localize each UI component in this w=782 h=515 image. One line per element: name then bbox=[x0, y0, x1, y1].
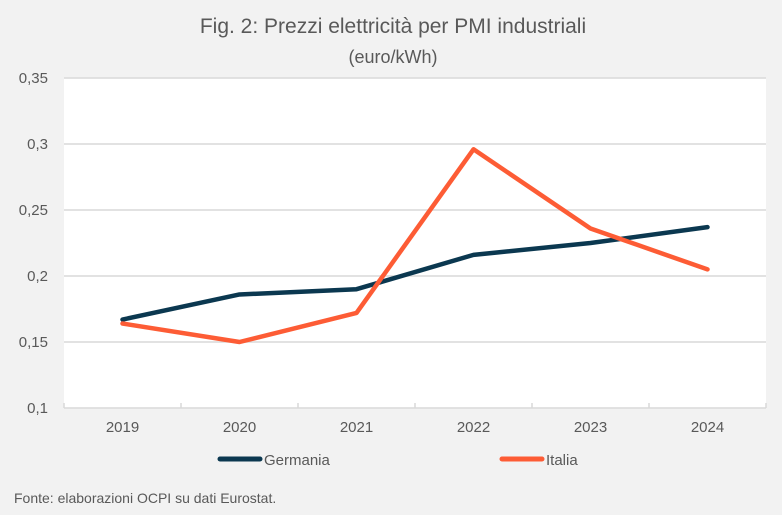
y-tick-label: 0,1 bbox=[27, 400, 48, 417]
series-line-italia bbox=[120, 147, 710, 345]
legend-label-italia: Italia bbox=[546, 452, 578, 469]
plot-area bbox=[64, 78, 766, 408]
y-axis: 0,1 0,15 0,2 0,25 0,3 0,35 bbox=[19, 70, 48, 417]
y-tick-label: 0,3 bbox=[27, 136, 48, 153]
chart-title: Fig. 2: Prezzi elettricità per PMI indus… bbox=[200, 15, 586, 38]
x-tick-label: 2021 bbox=[340, 419, 373, 436]
x-tick-label: 2023 bbox=[574, 419, 607, 436]
y-tick-label: 0,35 bbox=[19, 70, 48, 87]
source-note: Fonte: elaborazioni OCPI su dati Eurosta… bbox=[14, 490, 276, 506]
legend: Germania Italia bbox=[217, 452, 578, 469]
series-line-germania bbox=[120, 224, 710, 322]
y-tick-label: 0,25 bbox=[19, 202, 48, 219]
x-tick-label: 2020 bbox=[223, 419, 256, 436]
x-tick-label: 2022 bbox=[457, 419, 490, 436]
chart-subtitle: (euro/kWh) bbox=[348, 47, 437, 67]
x-tick-label: 2019 bbox=[106, 419, 139, 436]
x-tick-label: 2024 bbox=[691, 419, 724, 436]
x-axis: 2019 2020 2021 2022 2023 2024 bbox=[63, 403, 767, 436]
y-tick-label: 0,15 bbox=[19, 334, 48, 351]
series-lines bbox=[120, 147, 710, 345]
legend-label-germania: Germania bbox=[264, 452, 331, 469]
y-tick-label: 0,2 bbox=[27, 268, 48, 285]
